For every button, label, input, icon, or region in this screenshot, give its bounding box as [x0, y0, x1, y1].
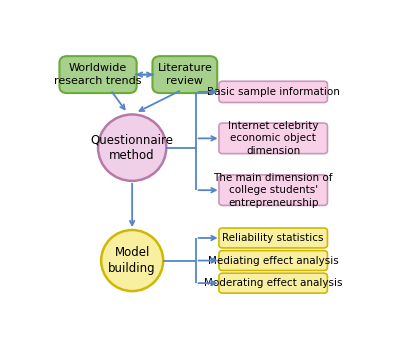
Text: Literature
review: Literature review [158, 63, 212, 86]
FancyBboxPatch shape [219, 273, 328, 293]
Text: Internet celebrity
economic object
dimension: Internet celebrity economic object dimen… [228, 121, 318, 156]
FancyBboxPatch shape [219, 81, 328, 102]
Ellipse shape [101, 230, 163, 291]
Text: The main dimension of
college students'
entrepreneurship: The main dimension of college students' … [214, 173, 333, 208]
Text: Worldwide
research trends: Worldwide research trends [54, 63, 142, 86]
FancyBboxPatch shape [219, 250, 328, 270]
Text: Questionnaire
method: Questionnaire method [91, 133, 174, 162]
Text: Model
building: Model building [108, 246, 156, 275]
Text: Moderating effect analysis: Moderating effect analysis [204, 278, 342, 288]
FancyBboxPatch shape [219, 175, 328, 205]
FancyBboxPatch shape [219, 123, 328, 154]
Ellipse shape [98, 115, 166, 181]
Text: Mediating effect analysis: Mediating effect analysis [208, 256, 338, 266]
FancyBboxPatch shape [60, 56, 137, 93]
FancyBboxPatch shape [152, 56, 217, 93]
Text: Basic sample information: Basic sample information [207, 87, 340, 97]
FancyBboxPatch shape [219, 228, 328, 248]
Text: Reliability statistics: Reliability statistics [222, 233, 324, 243]
